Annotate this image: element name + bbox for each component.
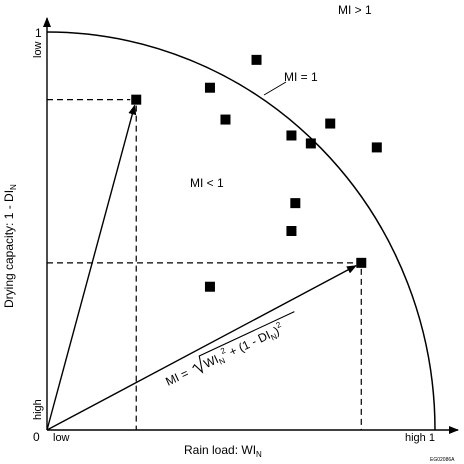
data-point-1 <box>131 94 142 105</box>
vectors <box>46 104 357 431</box>
data-point-4 <box>220 114 231 125</box>
data-point-3 <box>251 54 262 65</box>
data-point-5 <box>286 130 297 141</box>
sqrt-symbol <box>192 311 295 374</box>
mi-eq-label: MI = 1 <box>284 70 318 84</box>
data-point-11 <box>204 281 215 292</box>
mi-lt-label: MI < 1 <box>190 176 224 190</box>
figure-code: EG02086A <box>430 457 455 463</box>
vector-arrow-1 <box>46 104 137 431</box>
data-point-12 <box>356 257 367 268</box>
y-axis-label: Drying capacity: 1 - DIN <box>2 184 18 308</box>
mi-gt-label: MI > 1 <box>338 3 372 17</box>
data-point-6 <box>305 138 316 149</box>
x-axis-label: Rain load: WIN <box>184 443 262 459</box>
vector-arrow-2 <box>46 265 357 431</box>
x-low-label: low <box>53 432 70 444</box>
data-points <box>131 54 382 292</box>
y-low-label: low <box>32 41 44 58</box>
y-high-label: high <box>32 399 44 420</box>
data-point-7 <box>325 118 336 129</box>
x-high-label: high 1 <box>405 432 435 444</box>
svg-text:WIN2 + (1 - DIN)2: WIN2 + (1 - DIN)2 <box>201 320 287 373</box>
data-point-9 <box>290 198 301 209</box>
dashed-guides <box>47 99 362 430</box>
mi-boundary-curve <box>46 31 436 431</box>
data-point-2 <box>204 82 215 93</box>
mi-eq-leader <box>263 81 287 96</box>
data-point-8 <box>371 142 382 153</box>
mi-formula: MI = WIN2 + (1 - DIN)2 <box>163 311 295 389</box>
svg-text:MI =: MI = <box>163 366 190 389</box>
origin-label: 0 <box>33 430 40 444</box>
y-tick-top: 1 <box>35 26 42 40</box>
data-point-10 <box>286 226 297 236</box>
